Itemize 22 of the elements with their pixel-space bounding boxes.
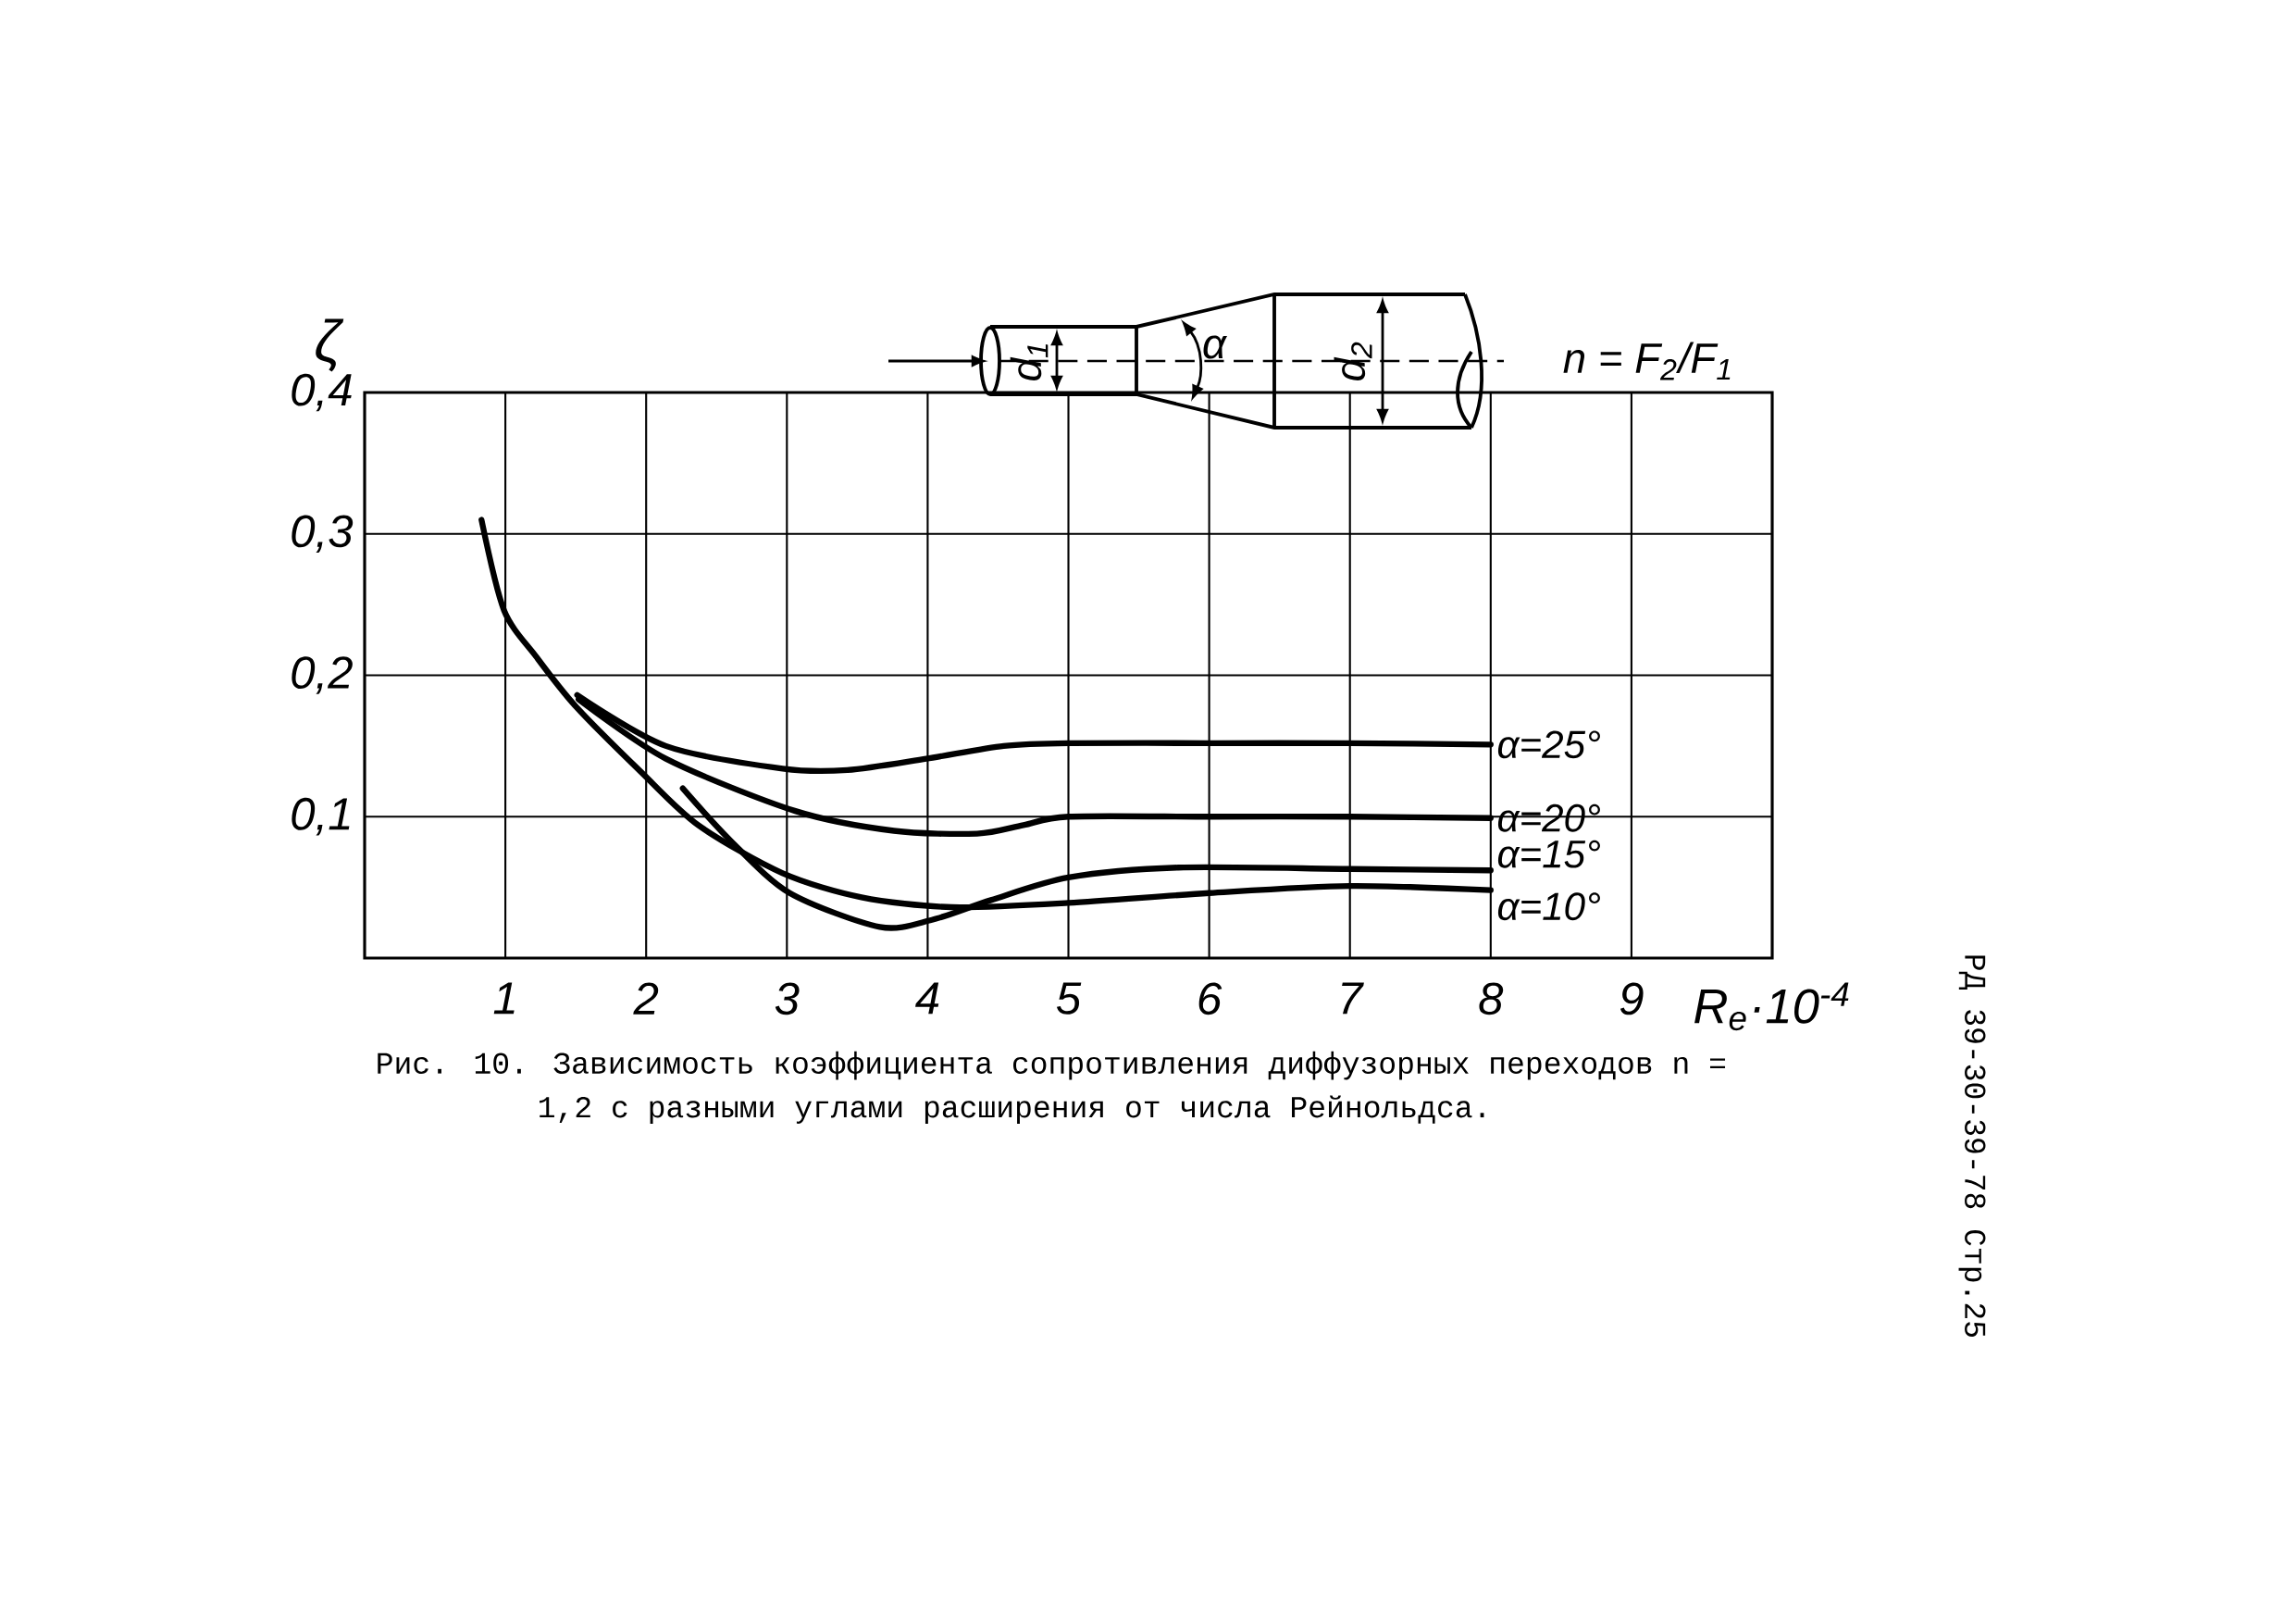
x-tick-label: 5 [1056, 982, 1082, 1015]
series-label: α=25° [1497, 730, 1600, 759]
text: РД 39-30-39-78 Стр.25 [1958, 955, 1986, 1337]
x-tick-label: 9 [1620, 982, 1644, 1015]
x-tick-label: 3 [775, 982, 800, 1015]
y-axis-title: ζ [316, 318, 344, 372]
text: α [1203, 335, 1228, 359]
text: n = F$_{2}$/F$_{1}$ [1563, 342, 1731, 380]
series-label: α=10° [1497, 892, 1600, 921]
x-tick-label: 1 [493, 982, 515, 1015]
y-tick-label: 0,4 [292, 373, 352, 412]
text: Рис. 10. Зависимость коэффициента сопротивления диффузорных переходов n = 1,2 с разными углами расширения от числа Рейнольдса. [378, 1051, 1726, 1124]
x-tick-label: 6 [1198, 982, 1222, 1015]
y-tick-label: 0,3 [292, 515, 354, 554]
x-tick-label: 2 [633, 982, 659, 1015]
x-axis-title: R$_{e}$·10$^{-4}$ [1694, 982, 1849, 1031]
series-label: α=15° [1497, 840, 1600, 868]
x-tick-label: 7 [1342, 982, 1364, 1015]
y-tick-label: 0,1 [292, 797, 350, 836]
y-tick-label: 0,2 [292, 656, 353, 694]
x-tick-label: 8 [1479, 982, 1504, 1015]
x-tick-label: 4 [915, 982, 939, 1015]
